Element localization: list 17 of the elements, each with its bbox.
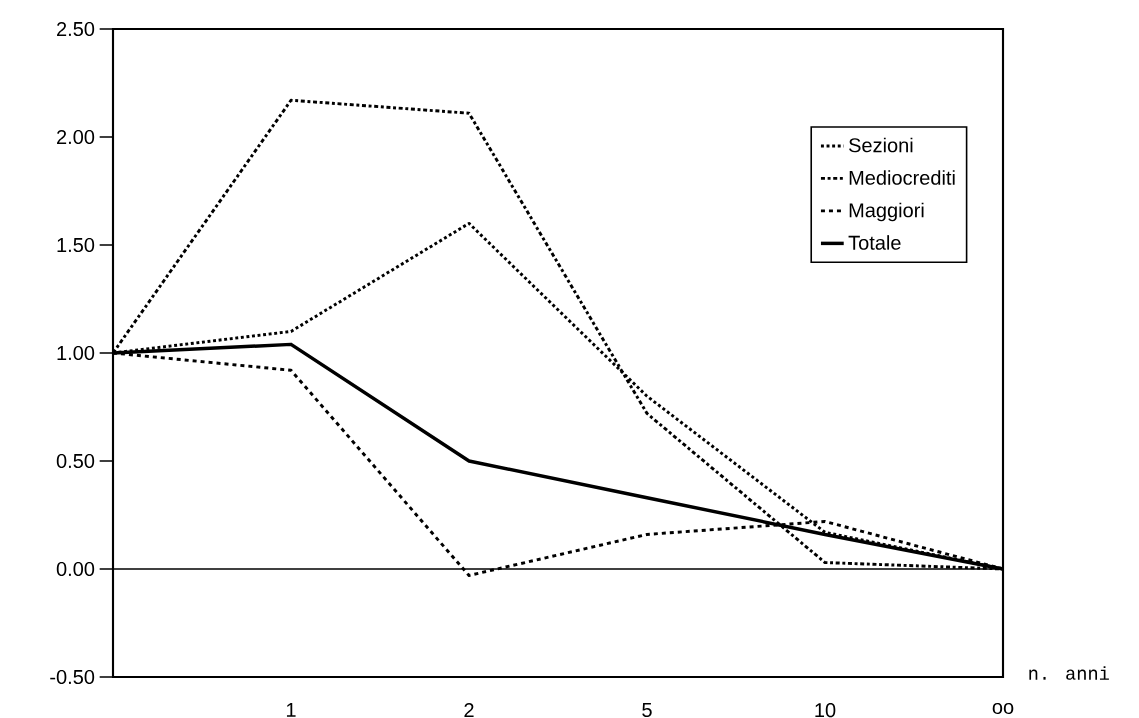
y-tick-label: 0.00 (56, 561, 95, 577)
legend-label: Mediocrediti (849, 170, 955, 185)
x-axis-title: n. anni (1029, 666, 1109, 680)
legend-label: Maggiori (849, 202, 924, 222)
y-tick-label: 1.50 (57, 237, 95, 253)
x-tick-label: oo (992, 703, 1014, 714)
legend-label: Sezioni (849, 137, 913, 153)
y-tick-label: 2.50 (57, 21, 95, 37)
y-tick-label: 1.00 (57, 345, 95, 361)
x-tick-label: 10 (815, 703, 836, 718)
x-tick-label: 2 (464, 703, 474, 718)
legend-label: Totale (848, 235, 901, 250)
x-tick-label: 1 (286, 703, 296, 717)
y-tick-label: 2.00 (57, 129, 95, 145)
y-tick-label: 0.50 (56, 453, 95, 469)
y-tick-label: -0.50 (50, 669, 95, 685)
x-tick-label: 5 (642, 703, 652, 717)
